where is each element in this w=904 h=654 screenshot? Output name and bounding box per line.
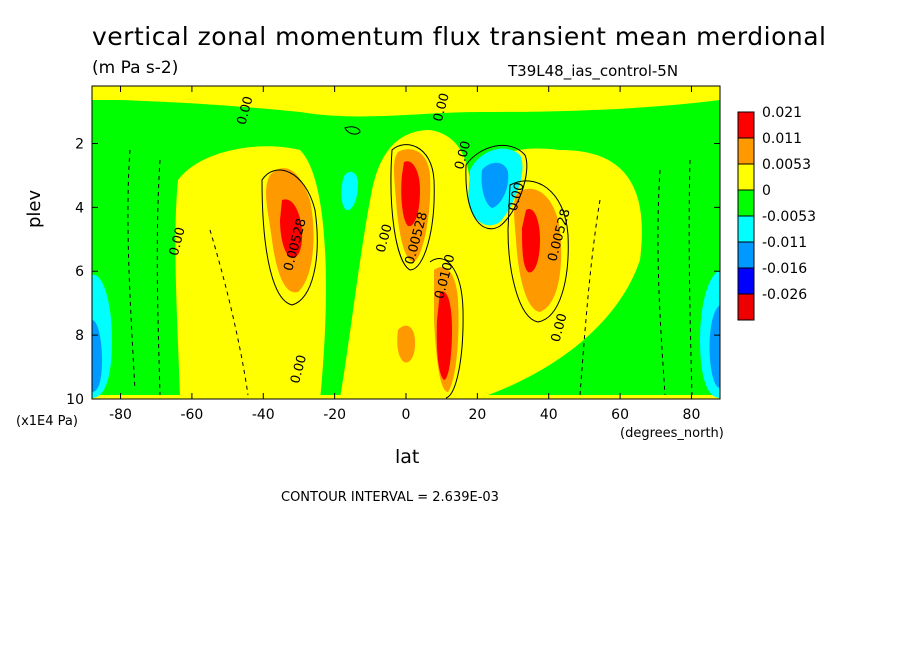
legend-label: -0.026 xyxy=(762,287,807,303)
contour-line-negative xyxy=(657,169,666,396)
x-tick-label: 80 xyxy=(683,407,701,423)
contour-line xyxy=(344,126,361,135)
x-tick-label: -40 xyxy=(252,407,275,423)
fill-red-lower xyxy=(436,291,452,380)
x-tick-label: 0 xyxy=(402,407,411,423)
legend-swatch xyxy=(737,215,755,243)
x-axis-label: lat xyxy=(395,446,420,468)
contour-label: 0.00 xyxy=(167,226,189,258)
legend-swatch xyxy=(737,241,755,269)
legend-label: 0.0053 xyxy=(762,157,811,173)
fill-red-right xyxy=(522,209,540,273)
x-ticks: -80 -60 -40 -20 0 20 40 60 80 xyxy=(109,86,700,423)
legend-swatch xyxy=(737,163,755,191)
contour-interval: CONTOUR INTERVAL = 2.639E-03 xyxy=(281,490,499,505)
fill-red-left xyxy=(280,199,303,258)
legend-label: -0.011 xyxy=(762,235,807,251)
y-tick-label: 8 xyxy=(75,328,84,344)
x-tick-label: -20 xyxy=(323,407,346,423)
contour-label: 0.00 xyxy=(506,181,528,213)
x-tick-label: 40 xyxy=(540,407,558,423)
y-tick-label: 6 xyxy=(75,264,84,280)
contour-line xyxy=(261,169,318,306)
legend-label: 0.011 xyxy=(762,131,802,147)
plot-area xyxy=(91,85,721,400)
legend-swatch xyxy=(737,189,755,217)
x-tick-label: 60 xyxy=(611,407,629,423)
contour-line-negative xyxy=(127,149,136,391)
legend-label: -0.0053 xyxy=(762,209,816,225)
fill-band-top xyxy=(92,86,720,117)
contour-label: 0.00 xyxy=(374,222,396,254)
chart-units: (m Pa s-2) xyxy=(92,58,179,78)
contour-line xyxy=(429,258,464,399)
chart-title: vertical zonal momentum flux transient m… xyxy=(92,22,827,51)
fill-orange-center-low xyxy=(397,325,416,363)
fill-blue-center xyxy=(481,162,509,208)
x-tick-label: 20 xyxy=(468,407,486,423)
legend-swatch xyxy=(737,137,755,165)
legend-swatch xyxy=(737,111,755,139)
x-tick-label: -80 xyxy=(109,407,132,423)
fill-red-center xyxy=(401,161,420,227)
contour-line xyxy=(465,145,528,230)
legend-label: -0.016 xyxy=(762,261,807,277)
contour-line-negative xyxy=(209,229,249,396)
y-tick-label: 4 xyxy=(75,200,84,216)
contour-line xyxy=(390,144,435,271)
contour-line xyxy=(507,180,569,323)
y-axis-units: (x1E4 Pa) xyxy=(16,414,78,429)
legend-label: 0 xyxy=(762,183,771,199)
fill-blue-right-edge xyxy=(709,305,720,388)
contour-label: 0.00 xyxy=(452,139,474,171)
contour-label: 0.00 xyxy=(288,353,310,385)
y-ticks: 2 4 6 8 10 xyxy=(66,136,720,408)
contour-line-negative xyxy=(579,199,601,396)
contour-label: 0.00 xyxy=(235,95,257,127)
x-axis-units: (degrees_north) xyxy=(620,426,724,441)
legend-label: 0.021 xyxy=(762,105,802,121)
fill-blue-left-edge xyxy=(92,320,102,392)
legend: 0.021 0.011 0.0053 0 -0.0053 -0.011 -0.016 -0.0… xyxy=(737,105,816,321)
y-tick-label: 10 xyxy=(66,392,84,408)
dataset-label: T39L48_ias_control-5N xyxy=(508,62,679,80)
contour-label: 0.00 xyxy=(549,312,571,344)
legend-swatch xyxy=(737,293,755,321)
x-tick-label: -60 xyxy=(180,407,203,423)
y-tick-label: 2 xyxy=(75,136,84,152)
fill-cyan-small xyxy=(341,171,358,211)
legend-swatch xyxy=(737,267,755,295)
contour-label: 0.00 xyxy=(431,92,453,124)
